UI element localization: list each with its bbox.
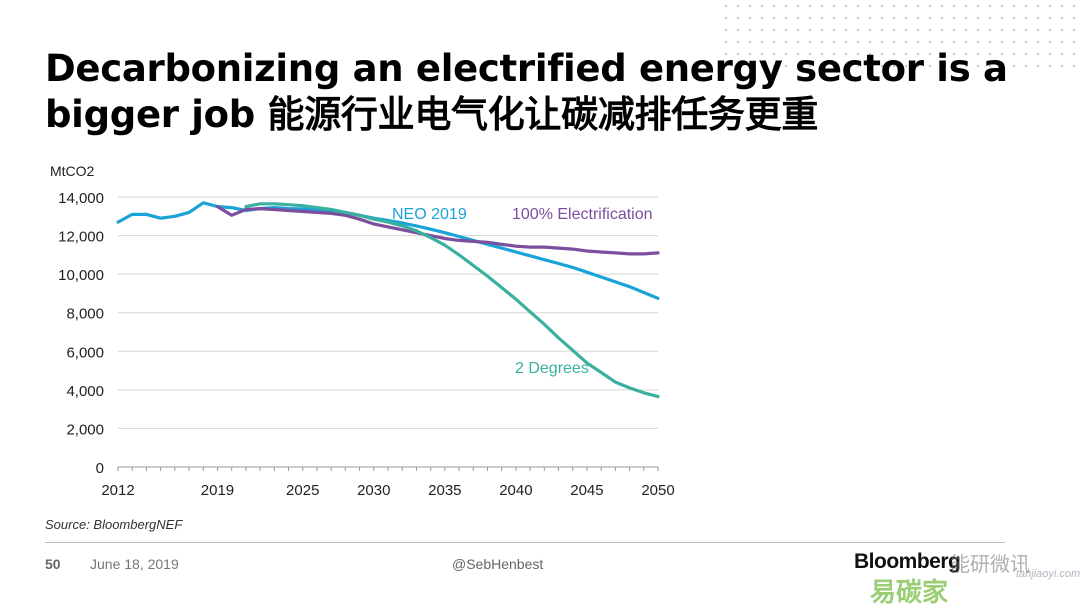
watermark-url: tanjiaoyi.com — [1016, 568, 1080, 580]
series-label: 2 Degrees — [515, 360, 589, 377]
watermark-top: 能研微讯 — [950, 554, 1030, 576]
watermark-bottom: 易碳家 — [870, 577, 949, 607]
series-line-100-electrification — [215, 205, 660, 256]
x-tick-label: 2019 — [201, 482, 234, 499]
x-tick-label: 2035 — [428, 482, 461, 499]
bloomberg-logo: Bloomberg — [854, 550, 961, 573]
series-line-2-degrees — [244, 202, 660, 399]
chart-source-note: Source: BloombergNEF — [45, 517, 183, 532]
y-tick-label: 14,000 — [58, 190, 104, 207]
series-label: NEO 2019 — [392, 206, 467, 223]
x-tick-label: 2030 — [357, 482, 390, 499]
footer-divider — [45, 542, 1005, 543]
series-label: 100% Electrification — [512, 206, 653, 223]
y-tick-label: 10,000 — [58, 267, 104, 284]
y-tick-label: 12,000 — [58, 229, 104, 246]
y-tick-label: 2,000 — [66, 421, 104, 438]
presentation-date: June 18, 2019 — [90, 556, 179, 572]
y-tick-label: 8,000 — [66, 306, 104, 323]
decorative-dot-pattern — [720, 0, 1080, 70]
y-tick-label: 6,000 — [66, 344, 104, 361]
page-number: 50 — [45, 556, 61, 572]
x-tick-label: 2050 — [641, 482, 674, 499]
y-tick-label: 0 — [96, 460, 104, 477]
x-tick-label: 2025 — [286, 482, 319, 499]
brand-area: Bloomberg 能研微讯 易碳家 tanjiaoyi.com — [840, 546, 1080, 608]
author-handle: @SebHenbest — [452, 556, 544, 572]
x-tick-label: 2040 — [499, 482, 532, 499]
slide-title: Decarbonizing an electrified energy sect… — [45, 47, 1008, 136]
y-axis-label: MtCO2 — [50, 163, 95, 179]
y-tick-label: 4,000 — [66, 383, 104, 400]
x-tick-label: 2045 — [570, 482, 603, 499]
x-tick-label: 2012 — [101, 482, 134, 499]
